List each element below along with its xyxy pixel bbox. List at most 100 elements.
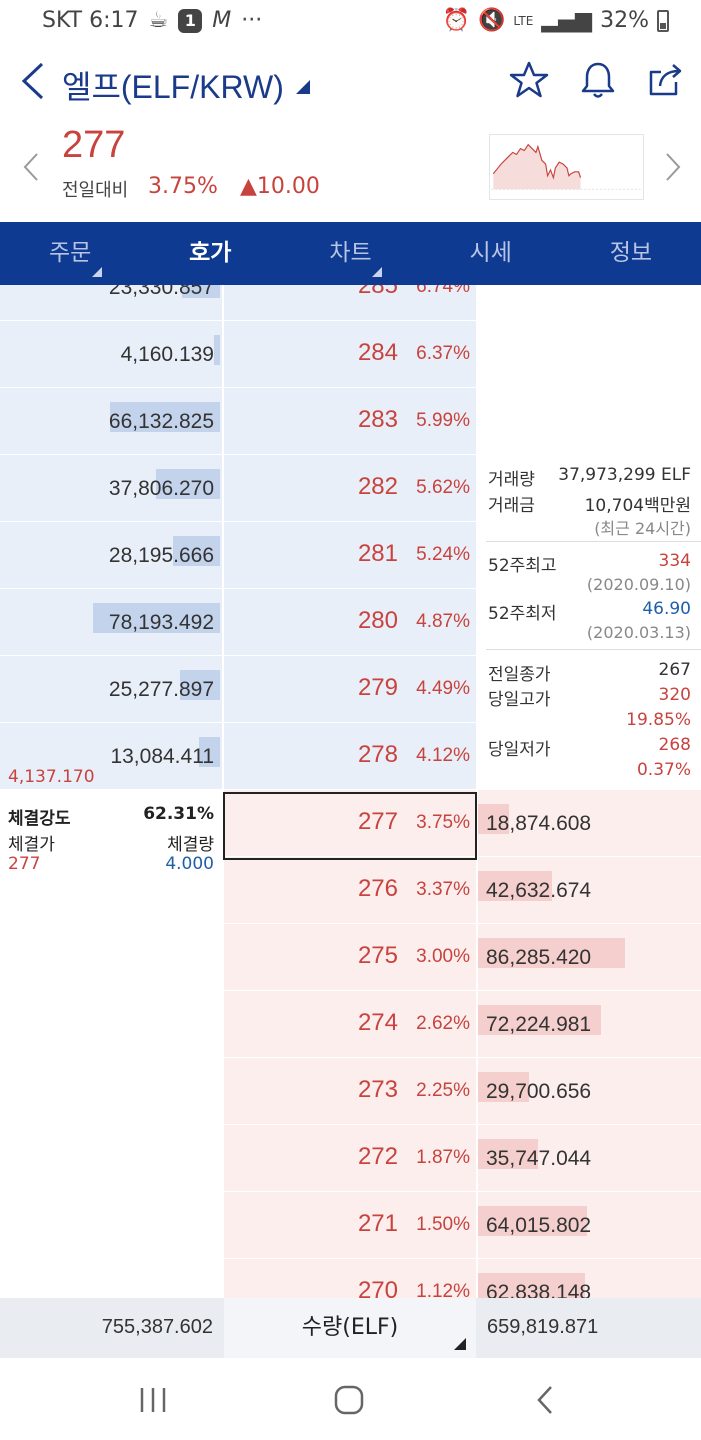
bid-price: 275 [357,942,398,969]
ask-quantity: 66,132.825 [108,410,214,433]
ask-volume-bar [214,335,220,365]
ask-price-cell[interactable]: 283 5.99% [224,388,476,454]
bid-quantity-cell[interactable]: 42,632.674 [478,857,701,923]
tab-order[interactable]: 주문 [0,222,140,285]
bid-quantity-cell[interactable]: 18,874.608 [478,790,701,856]
bid-change-percent: 1.50% [416,1214,470,1235]
status-right: ⏰ 🔇 LTE ▂▄▆ 32% [443,8,669,33]
tab-bar: 주문 호가 차트 시세 정보 [0,222,701,285]
bid-price-cell[interactable]: 277 3.75% [224,790,476,856]
ask-price: 279 [357,674,398,701]
bell-icon[interactable] [578,60,618,100]
prev-close-value: 267 [658,660,691,680]
ask-quantity-cell[interactable]: 28,195.666 [0,522,222,588]
ask-volume-bar [180,670,220,700]
battery-icon [657,9,669,32]
ask-quantity-cell[interactable]: 13,084.411 [0,723,222,789]
bid-change-percent: 3.37% [416,879,470,900]
bid-volume-bar [478,871,552,901]
mute-icon: 🔇 [477,8,506,33]
home-icon[interactable] [329,1382,369,1418]
bid-price-cell[interactable]: 270 1.12% [224,1259,476,1298]
ask-quantity: 78,193.492 [108,611,214,634]
bid-quantity-cell[interactable]: 72,224.981 [478,991,701,1057]
info-amount-note: (최근 24시간) [488,515,691,539]
tab-chart[interactable]: 차트 [280,222,420,285]
bid-volume-bar [478,938,625,968]
ask-price-cell[interactable]: 279 4.49% [224,656,476,722]
bid-price: 270 [357,1277,398,1298]
ask-price: 285 [357,285,398,299]
ask-price: 282 [357,473,398,500]
ask-quantity: 4,160.139 [120,343,214,366]
change-amount: ▲10.00 [240,174,320,199]
strength-value: 62.31% [143,804,214,824]
info-divider [486,649,701,650]
bid-price-cell[interactable]: 274 2.62% [224,991,476,1057]
tab-info[interactable]: 정보 [561,222,701,285]
ask-price-cell[interactable]: 281 5.24% [224,522,476,588]
chevron-left-icon[interactable] [22,152,40,182]
day-high-pct: 19.85% [626,710,691,730]
volume-label: 거래량 [488,470,535,490]
ask-quantity-cell[interactable]: 23,330.857 [0,285,222,320]
tab-market-price[interactable]: 시세 [421,222,561,285]
market-title[interactable]: 엘프(ELF/KRW) [62,69,284,105]
bid-quantity-cell[interactable]: 86,285.420 [478,924,701,990]
bid-price-cell[interactable]: 275 3.00% [224,924,476,990]
ask-quantity-cell[interactable]: 25,277.897 [0,656,222,722]
totals-bar: 755,387.602 수량(ELF) 659,819.871 [0,1298,701,1358]
ask-change-percent: 5.62% [416,477,470,498]
bid-quantity-cell[interactable]: 35,747.044 [478,1125,701,1191]
bid-quantity-cell[interactable]: 29,700.656 [478,1058,701,1124]
ask-price-cell[interactable]: 284 6.37% [224,321,476,387]
ask-change-percent: 4.49% [416,678,470,699]
low52-value: 46.90 [642,599,691,619]
ask-volume-bar [173,536,220,566]
bid-quantity-cell[interactable]: 62,838.148 [478,1259,701,1298]
back-icon[interactable] [526,1382,566,1418]
day-high-label: 당일고가 [488,690,551,710]
share-icon[interactable] [646,60,686,100]
bid-quantity: 86,285.420 [486,946,592,969]
volume-value: 37,973,299 ELF [558,465,691,485]
orderbook[interactable]: 270 1.12% 62,838.148 271 1.50% 64,015.802 272 1… [0,285,701,1298]
ask-price-cell[interactable]: 285 6.74% [224,285,476,320]
ask-price-cell[interactable]: 278 4.12% [224,723,476,789]
lte-label: LTE [513,13,534,28]
info-day-high-pct: 19.85% [488,710,691,734]
ask-quantity-cell[interactable]: 66,132.825 [0,388,222,454]
day-high-value: 320 [658,685,691,705]
back-arrow-icon[interactable] [16,60,52,102]
ask-quantity-cell[interactable]: 37,806.270 [0,455,222,521]
current-price: 277 [62,124,126,166]
bid-quantity-cell[interactable]: 64,015.802 [478,1192,701,1258]
tab-order-label: 주문 [48,240,92,266]
recent-apps-icon[interactable] [133,1382,173,1418]
favorite-star-icon[interactable] [509,60,549,100]
bid-price-cell[interactable]: 276 3.37% [224,857,476,923]
ask-change-percent: 5.99% [416,410,470,431]
bid-price-cell[interactable]: 273 2.25% [224,1058,476,1124]
bid-price-cell[interactable]: 272 1.87% [224,1125,476,1191]
ask-quantity-cell[interactable]: 4,160.139 [0,321,222,387]
market-dropdown-icon[interactable] [296,80,310,94]
bid-total: 659,819.871 [487,1316,599,1338]
ask-price: 278 [357,741,398,768]
unit-selector[interactable]: 수량(ELF) [224,1298,476,1358]
chevron-right-icon[interactable] [664,152,682,182]
mini-price-chart[interactable] [489,134,644,200]
bid-price-cell[interactable]: 271 1.50% [224,1192,476,1258]
ask-volume-bar [199,737,220,767]
ask-quantity-cell[interactable]: 78,193.492 [0,589,222,655]
day-low-label: 당일저가 [488,740,551,760]
bid-price: 271 [357,1210,398,1237]
ask-quantity: 28,195.666 [108,544,214,567]
ask-price-cell[interactable]: 280 4.87% [224,589,476,655]
bid-volume-bar [478,804,509,834]
info-volume: 거래량 37,973,299 ELF [488,465,691,490]
ask-price-cell[interactable]: 282 5.62% [224,455,476,521]
tab-orderbook[interactable]: 호가 [140,222,383,285]
info-day-low: 당일저가 268 [488,735,691,760]
bid-price: 274 [357,1009,398,1036]
